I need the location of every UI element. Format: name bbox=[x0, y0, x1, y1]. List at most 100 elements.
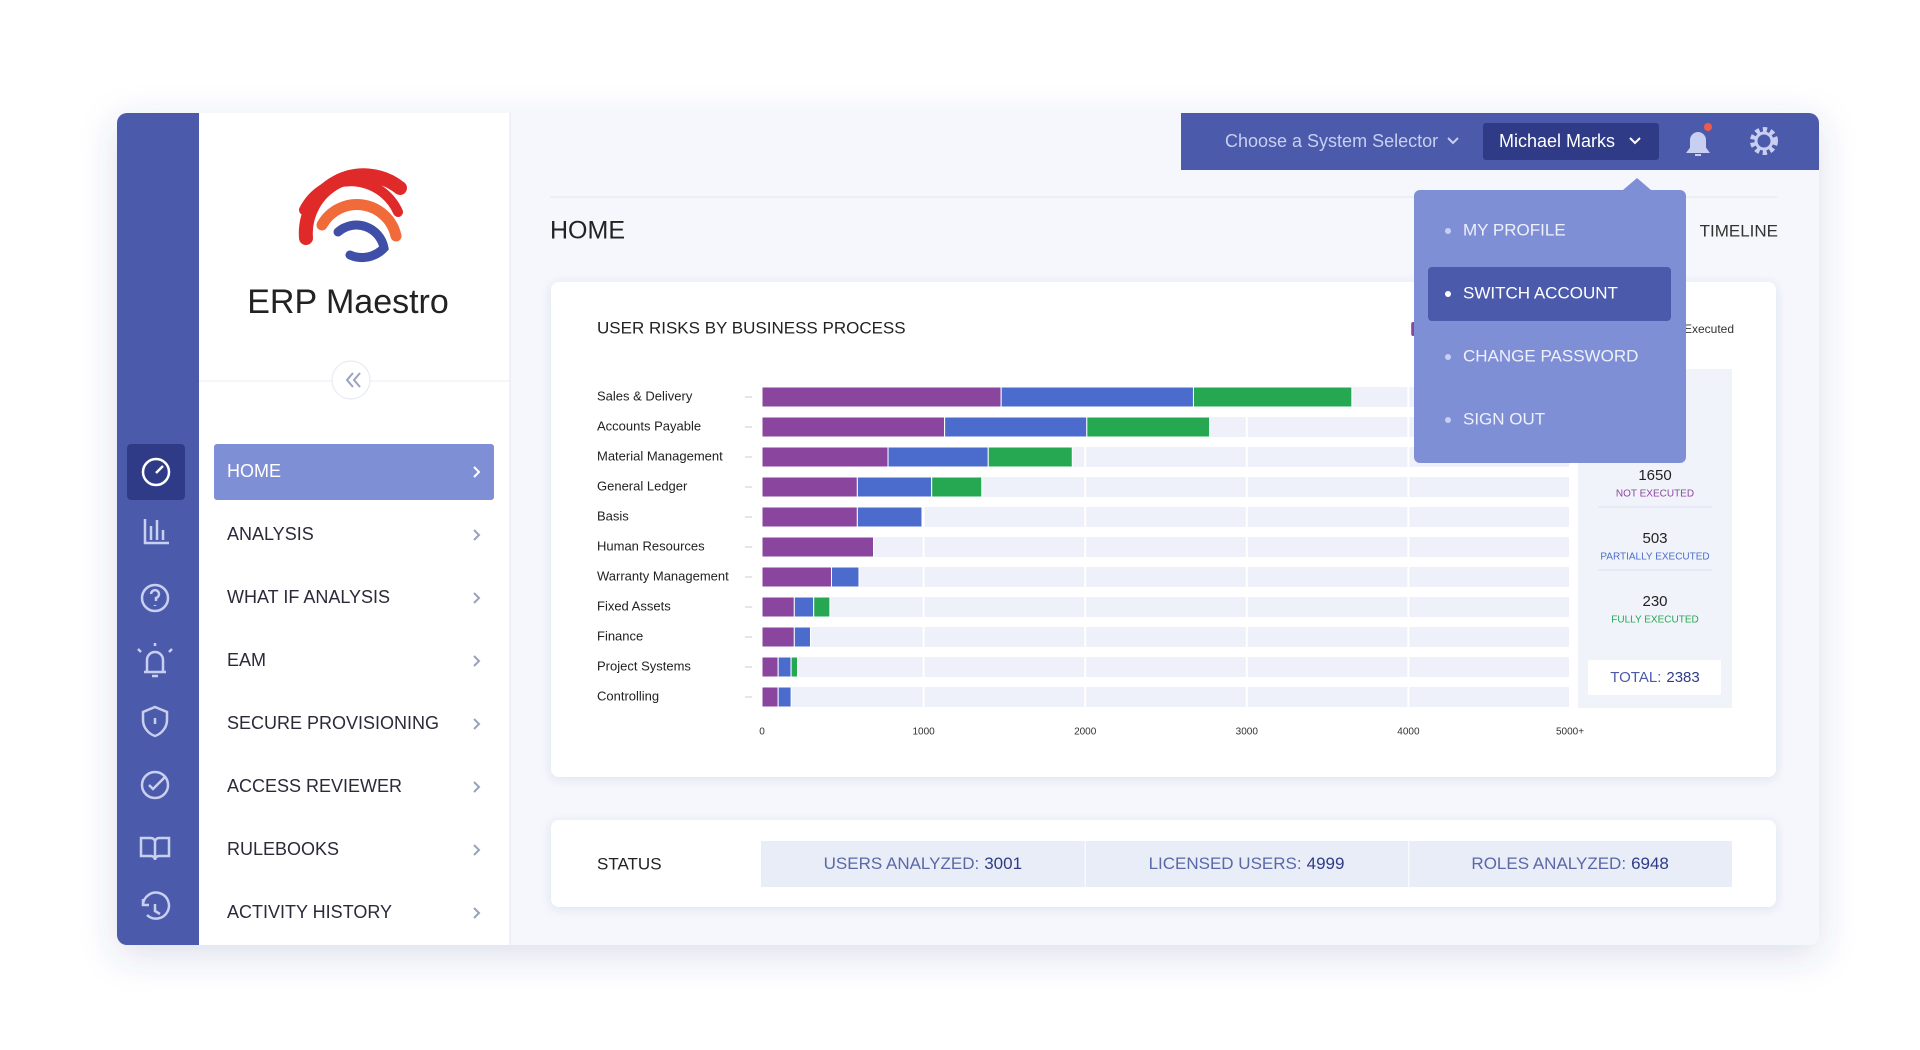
x-tick-label: 0 bbox=[759, 727, 765, 738]
track bbox=[762, 537, 1570, 557]
summary-label: PARTIALLY EXECUTED bbox=[1600, 552, 1709, 563]
menu-item[interactable]: ACTIVITY HISTORY bbox=[227, 902, 392, 922]
nav-icons bbox=[137, 457, 173, 920]
x-tick-label: 3000 bbox=[1236, 727, 1259, 738]
tab[interactable]: TIMELINE bbox=[1700, 221, 1778, 240]
track bbox=[762, 687, 1570, 707]
status-box bbox=[761, 841, 1085, 887]
bar-segment bbox=[761, 656, 779, 678]
user-name: Michael Marks bbox=[1499, 131, 1615, 151]
y-tick-label: Basis bbox=[597, 508, 629, 523]
total-box bbox=[1588, 660, 1721, 695]
bullet bbox=[1445, 291, 1451, 297]
status-item: ROLES ANALYZED: 6948 bbox=[1471, 854, 1668, 873]
dropdown-item[interactable]: SIGN OUT bbox=[1463, 409, 1545, 428]
bar-segment bbox=[761, 506, 858, 528]
x-tick-label: 4000 bbox=[1397, 727, 1420, 738]
notification-dot bbox=[1704, 123, 1712, 131]
menu-item[interactable]: ACCESS REVIEWER bbox=[227, 776, 402, 796]
y-tick-label: Warranty Management bbox=[597, 568, 729, 583]
track bbox=[762, 507, 1570, 527]
chevron bbox=[473, 529, 481, 541]
total: TOTAL: 2383 bbox=[1610, 669, 1700, 686]
status-label: ROLES ANALYZED: bbox=[1471, 854, 1626, 873]
sidebar bbox=[199, 113, 510, 945]
bar-segment bbox=[761, 536, 875, 558]
x-tick-label: 1000 bbox=[912, 727, 935, 738]
bell-icon[interactable] bbox=[1686, 132, 1710, 156]
bar-segment bbox=[761, 626, 795, 648]
bar-segment bbox=[777, 686, 792, 708]
menu-item[interactable]: WHAT IF ANALYSIS bbox=[227, 587, 390, 607]
track bbox=[762, 567, 1570, 587]
status: USERS ANALYZED: 3001 LICENSED USERS: 4999 RO… bbox=[761, 841, 1732, 887]
collapse-button[interactable] bbox=[331, 360, 371, 400]
bar-segment bbox=[944, 416, 1088, 438]
chevron bbox=[473, 781, 481, 793]
status-item: LICENSED USERS: 4999 bbox=[1149, 854, 1345, 873]
y-tick-label: Project Systems bbox=[597, 658, 691, 673]
menu-item[interactable]: HOME bbox=[227, 461, 281, 481]
dropdown-panel bbox=[1414, 190, 1686, 463]
chevron bbox=[473, 592, 481, 604]
bar-segment bbox=[1000, 386, 1194, 408]
status-box bbox=[1085, 841, 1409, 887]
chevron bbox=[473, 844, 481, 856]
summary-label: FULLY EXECUTED bbox=[1611, 615, 1698, 626]
dropdown-item[interactable]: MY PROFILE bbox=[1463, 220, 1566, 239]
status-label: USERS ANALYZED: bbox=[824, 854, 980, 873]
bar-segment bbox=[761, 446, 889, 468]
dropdown-item[interactable]: SWITCH ACCOUNT bbox=[1463, 283, 1618, 302]
y-tick-label: Accounts Payable bbox=[597, 418, 701, 433]
bar-segment bbox=[887, 446, 989, 468]
y-tick-label: General Ledger bbox=[597, 478, 688, 493]
chevron bbox=[473, 718, 481, 730]
total-value: 2383 bbox=[1666, 669, 1699, 686]
status-title: STATUS bbox=[597, 854, 662, 873]
menu-item[interactable]: ANALYSIS bbox=[227, 524, 314, 544]
bar-segment bbox=[761, 686, 779, 708]
y-tick-label: Human Resources bbox=[597, 538, 705, 553]
menu-item[interactable]: RULEBOOKS bbox=[227, 839, 339, 859]
bar-segment bbox=[790, 656, 799, 678]
track bbox=[762, 627, 1570, 647]
y-tick-label: Sales & Delivery bbox=[597, 388, 693, 403]
collapse-icon bbox=[345, 372, 361, 388]
bullet bbox=[1445, 354, 1451, 360]
y-tick-label: Fixed Assets bbox=[597, 598, 671, 613]
system-selector[interactable]: Choose a System Selector bbox=[1225, 131, 1438, 151]
bar-segment bbox=[761, 596, 795, 618]
bar-segment bbox=[987, 446, 1073, 468]
bar-segment bbox=[1192, 386, 1353, 408]
bar-segment bbox=[931, 476, 983, 498]
chevron bbox=[1629, 137, 1641, 145]
menu: HOME ANALYSIS WHAT IF ANALYSIS EAM SECURE PR… bbox=[214, 444, 494, 922]
menu-item[interactable]: SECURE PROVISIONING bbox=[227, 713, 439, 733]
bullet bbox=[1445, 417, 1451, 423]
status-item: USERS ANALYZED: 3001 bbox=[824, 854, 1022, 873]
summary-value: 503 bbox=[1642, 530, 1667, 547]
bar-segment bbox=[856, 506, 923, 528]
user-button[interactable] bbox=[1483, 123, 1659, 160]
menu-item[interactable]: EAM bbox=[227, 650, 266, 670]
track bbox=[762, 597, 1570, 617]
bar-segment bbox=[813, 596, 831, 618]
chevron bbox=[473, 655, 481, 667]
logo bbox=[298, 168, 407, 263]
bar-segment bbox=[793, 596, 815, 618]
dropdown-item[interactable]: CHANGE PASSWORD bbox=[1463, 346, 1638, 365]
bar-segment bbox=[830, 566, 860, 588]
chart: Sales & Delivery Accounts Payable Material… bbox=[597, 322, 1734, 738]
status-value: 6948 bbox=[1631, 854, 1669, 873]
status-value: 4999 bbox=[1307, 854, 1345, 873]
track bbox=[762, 657, 1570, 677]
summary-label: NOT EXECUTED bbox=[1616, 489, 1694, 500]
bar-segment bbox=[777, 656, 792, 678]
bar-segment bbox=[856, 476, 933, 498]
settings-icon[interactable] bbox=[1750, 127, 1778, 155]
app-name: ERP Maestro bbox=[247, 283, 449, 321]
menu-active-bg bbox=[214, 444, 494, 500]
bar-segment bbox=[761, 386, 1002, 408]
